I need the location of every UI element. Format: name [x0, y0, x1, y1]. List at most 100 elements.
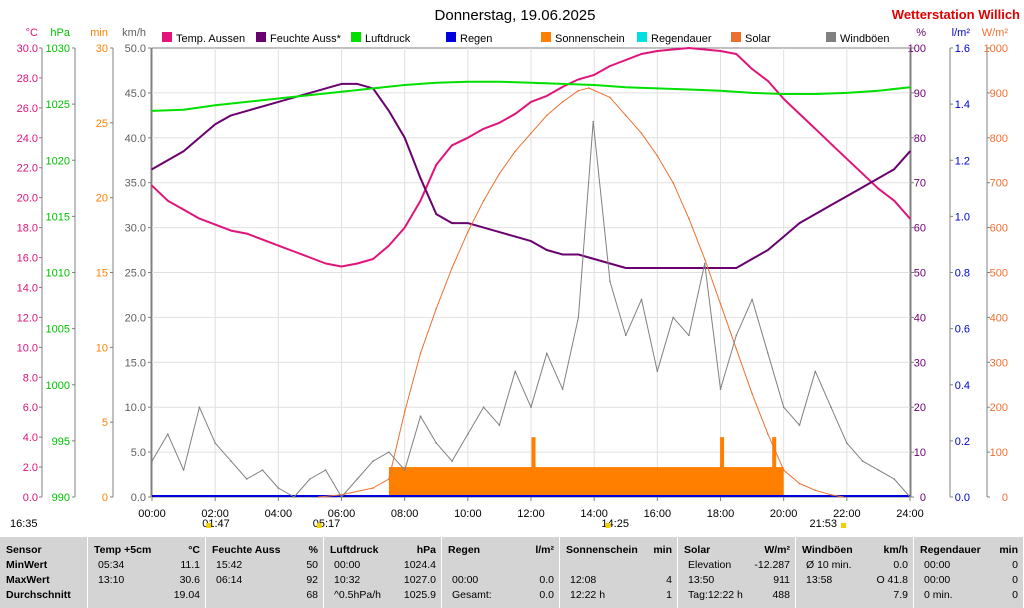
x-tick-label: 16:00	[644, 508, 672, 520]
data-point-solar	[340, 493, 343, 496]
data-point-humidity	[388, 110, 390, 112]
data-point-temp	[324, 262, 327, 265]
data-point-humidity	[561, 253, 564, 256]
tick-label-sunshine_min: 15	[96, 268, 108, 280]
weather-chart: Donnerstag, 19.06.2025 Wetterstation Wil…	[10, 7, 1020, 530]
data-point-humidity	[830, 204, 832, 206]
data-point-temp	[909, 217, 911, 220]
data-point-solar	[719, 303, 722, 305]
data-point-humidity	[261, 105, 264, 108]
data-point-temp	[166, 199, 169, 202]
stats-value: 488	[772, 589, 790, 601]
data-point-temp	[830, 142, 832, 145]
data-point-temp	[688, 47, 690, 49]
tick-label-rain: 0.6	[955, 324, 970, 336]
stats-unit: hPa	[416, 544, 436, 556]
tick-label-rain: 1.6	[955, 43, 970, 55]
corner-time-left: 16:35	[10, 518, 38, 530]
legend-swatch	[731, 32, 741, 42]
data-point-wind	[356, 478, 359, 480]
data-point-temp	[514, 113, 517, 115]
stats-value: 50	[306, 559, 318, 571]
tick-label-temp: 0.0	[23, 492, 38, 504]
tick-label-rain: 0.2	[955, 436, 970, 448]
tick-label-temp: 14.0	[17, 282, 38, 294]
stats-value: 1024.4	[403, 559, 436, 571]
station-title: Wetterstation Willich	[892, 7, 1020, 22]
data-point-wind	[798, 424, 801, 426]
data-point-solar	[514, 150, 517, 153]
legend-label: Windböen	[840, 33, 890, 45]
stats-header: Luftdruck	[330, 544, 379, 556]
tick-label-rain: 0.8	[955, 268, 970, 280]
data-point-temp	[214, 223, 216, 226]
x-tick-label: 20:00	[770, 508, 798, 520]
data-point-wind	[609, 280, 611, 283]
data-point-solar	[798, 482, 801, 485]
data-point-pressure	[530, 81, 532, 84]
chart-axes: 0.0 2.0 4.0 6.0 8.0 10.0 12.0 14.0 16.0 18.0 20.0 2…	[17, 27, 1009, 504]
tick-label-sunshine_min: 20	[96, 193, 108, 205]
tick-label-solar: 1000	[984, 43, 1008, 55]
tick-label-humidity: 10	[914, 447, 926, 459]
data-point-wind	[451, 460, 453, 462]
time-marker-label: 21:53	[810, 518, 838, 530]
data-point-temp	[356, 262, 359, 265]
stats-header: Regendauer	[920, 544, 981, 556]
data-point-humidity	[514, 235, 517, 238]
legend-label: Luftdruck	[365, 33, 411, 45]
data-point-wind	[214, 442, 216, 444]
stats-value: 0.0	[539, 574, 554, 586]
stats-time: 06:14	[216, 574, 243, 586]
data-point-humidity	[782, 235, 785, 238]
data-point-temp	[561, 86, 564, 88]
tick-label-temp: 24.0	[17, 133, 38, 145]
data-point-wind	[640, 298, 643, 301]
tick-label-humidity: 50	[914, 268, 926, 280]
axis-unit-pressure: hPa	[50, 27, 70, 39]
data-point-pressure	[245, 101, 248, 103]
tick-label-solar: 900	[990, 88, 1008, 100]
stats-unit: W/m²	[764, 544, 790, 556]
data-point-pressure	[624, 86, 627, 89]
legend-label: Feuchte Auss*	[270, 33, 342, 45]
tick-label-pressure: 1025	[46, 99, 70, 111]
data-point-solar	[814, 489, 817, 492]
stats-column-humidity: Feuchte Auss% 15:42 50 06:14 92 68	[206, 537, 324, 608]
legend-swatch	[637, 32, 647, 42]
x-tick-label: 10:00	[454, 508, 482, 520]
data-point-wind	[893, 478, 896, 480]
x-tick-label: 22:00	[833, 508, 861, 520]
data-point-humidity	[846, 195, 848, 197]
legend-swatch	[351, 32, 361, 42]
tick-label-temp: 20.0	[17, 193, 38, 205]
stats-time: Gesamt:	[452, 589, 492, 601]
data-point-wind	[482, 406, 485, 409]
legend-swatch	[256, 32, 266, 42]
tick-label-wind: 5.0	[131, 447, 146, 459]
data-point-wind	[735, 334, 738, 337]
tick-label-solar: 700	[990, 178, 1008, 190]
data-point-pressure	[782, 93, 785, 95]
tick-label-temp: 4.0	[23, 432, 38, 444]
axis-unit-wind: km/h	[122, 27, 146, 39]
tick-label-humidity: 20	[914, 402, 926, 414]
stats-value: 0.0	[893, 559, 908, 571]
data-point-temp	[230, 229, 232, 232]
data-point-wind	[230, 460, 232, 462]
data-point-humidity	[419, 177, 422, 180]
stats-value: 68	[306, 589, 318, 601]
data-point-humidity	[403, 137, 406, 139]
tick-label-rain: 1.2	[955, 155, 970, 167]
data-point-pressure	[340, 90, 343, 93]
data-point-wind	[767, 352, 769, 355]
stats-time: Ø 10 min.	[806, 559, 852, 571]
sunshine-spike	[720, 437, 725, 468]
data-point-humidity	[451, 222, 453, 224]
stats-unit: km/h	[883, 544, 908, 556]
data-point-pressure	[846, 92, 848, 94]
data-point-humidity	[798, 222, 801, 224]
stats-time: 05:34	[98, 559, 125, 571]
data-point-wind	[688, 334, 690, 337]
data-point-pressure	[182, 108, 185, 111]
